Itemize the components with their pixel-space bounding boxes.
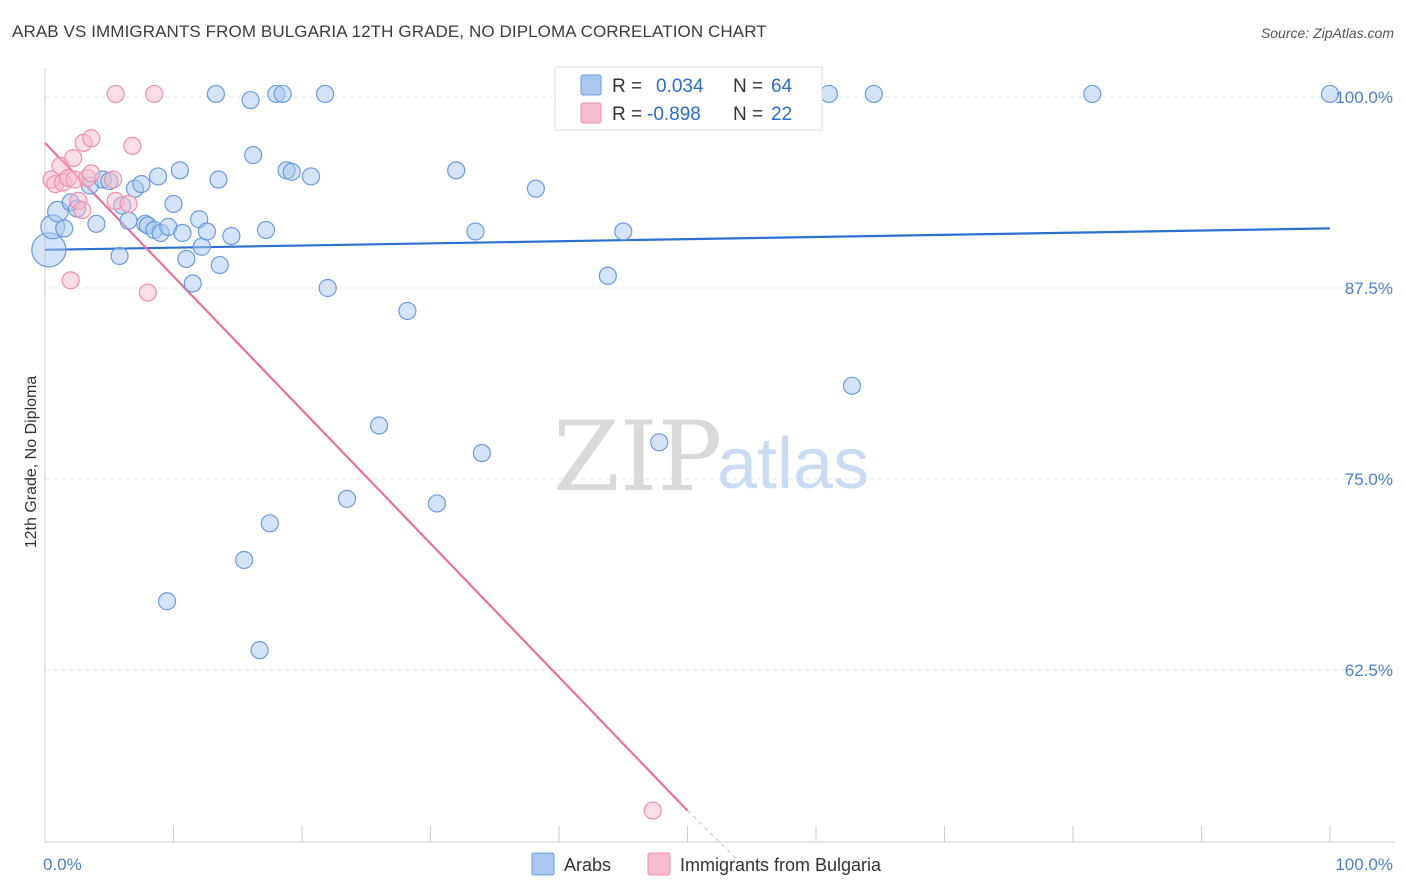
x-tick-label-0: 0.0% [43,855,82,874]
legend-swatch-bulgaria [580,102,602,124]
x-tick-labels: 0.0% 100.0% [43,855,1393,874]
arabs-point-3 [55,219,74,238]
bottom-legend-label-bulgaria: Immigrants from Bulgaria [680,855,882,875]
arabs-point-63 [250,641,269,660]
legend-n-value-1: 22 [771,104,792,125]
arabs-point-57 [650,433,669,452]
bottom-legend-swatch-bulgaria [647,852,671,876]
bulgaria-trend-extension [687,810,740,862]
arabs-point-31 [222,226,241,246]
arabs-point-62 [157,592,177,611]
bulgaria-point-13 [104,170,123,189]
arabs-point-51 [864,84,883,104]
arabs-point-14 [110,246,129,266]
arabs-point-28 [197,222,217,241]
legend-n-label-0: N = [733,76,763,97]
arabs-point-50 [819,84,838,104]
arabs-point-37 [273,84,292,104]
arabs-point-40 [301,167,321,186]
arabs-point-21 [164,194,183,214]
legend-r-label-0: R = [612,76,642,97]
arabs-point-43 [398,301,417,321]
arabs-point-33 [241,90,260,110]
arabs-point-22 [170,161,190,180]
arabs-point-19 [148,167,168,186]
arabs-point-39 [282,162,301,181]
bottom-legend-label-arabs: Arabs [564,855,611,875]
x-tick-label-1: 100.0% [1335,855,1393,874]
arabs-point-60 [260,514,279,533]
arabs-point-24 [177,249,196,269]
arabs-point-23 [173,223,192,243]
chart-source: Source: ZipAtlas.com [1260,25,1394,41]
data-points [31,84,1340,820]
bulgaria-point-15 [106,84,125,104]
watermark-atlas: atlas [717,424,869,504]
arabs-point-59 [427,494,447,513]
arabs-point-27 [192,237,211,256]
arabs-point-32 [206,84,226,104]
legend-n-label-1: N = [733,104,763,125]
arabs-point-58 [337,489,357,508]
legend-swatch-arabs [580,74,602,96]
watermark: ZIP atlas [553,401,869,513]
legend-n-value-0: 64 [771,76,793,97]
arabs-point-11 [119,211,138,230]
bulgaria-point-18 [145,84,164,104]
y-tick-labels: 100.0% 87.5% 75.0% 62.5% [1335,88,1393,680]
arabs-point-7 [87,214,106,233]
y-tick-label-3: 62.5% [1345,661,1393,680]
bottom-legend: Arabs Immigrants from Bulgaria [531,852,882,876]
bulgaria-point-11 [82,164,101,183]
arabs-point-42 [318,278,337,298]
legend: R = 0.034 N = 64 R = -0.898 N = 22 [554,66,823,131]
chart-title: ARAB VS IMMIGRANTS FROM BULGARIA 12TH GR… [12,22,767,41]
arabs-point-53 [1320,84,1340,104]
bulgaria-trend-line [44,142,689,812]
bulgaria-point-8 [73,200,92,220]
bulgaria-point-17 [123,136,142,155]
legend-r-value-1: -0.898 [647,104,701,125]
arabs-point-30 [210,255,229,275]
legend-r-value-0: 0.034 [656,76,704,97]
arabs-point-48 [614,222,633,241]
y-tick-label-0: 100.0% [1335,88,1393,107]
axes [44,68,1395,843]
y-tick-label-2: 75.0% [1345,470,1393,489]
trend-lines [44,142,1331,862]
arabs-point-52 [1083,84,1102,104]
arabs-point-56 [472,443,491,463]
arabs-point-13 [132,174,151,194]
bulgaria-point-21 [643,801,662,820]
bulgaria-point-16 [119,194,138,214]
arabs-point-47 [598,266,617,285]
arabs-point-54 [842,376,862,395]
bottom-legend-swatch-arabs [531,852,555,876]
bulgaria-point-12 [82,129,101,148]
arabs-point-29 [209,170,228,189]
arabs-point-46 [526,179,545,198]
y-tick-label-1: 87.5% [1345,279,1393,298]
bulgaria-point-5 [64,149,83,168]
watermark-zip: ZIP [553,401,722,513]
arabs-point-25 [183,274,202,293]
arabs-point-44 [447,161,466,180]
grid [45,96,1395,671]
arabs-point-61 [235,550,254,570]
arabs-point-55 [370,416,389,435]
arabs-point-41 [316,84,335,104]
y-axis-label: 12th Grade, No Diploma [23,376,40,549]
arabs-trend-line [44,227,1331,251]
bulgaria-point-20 [138,283,157,302]
legend-r-label-1: R = [612,104,642,125]
bulgaria-point-19 [61,271,80,290]
arabs-point-35 [256,220,276,240]
arabs-point-45 [466,222,485,241]
arabs-point-34 [244,145,263,165]
